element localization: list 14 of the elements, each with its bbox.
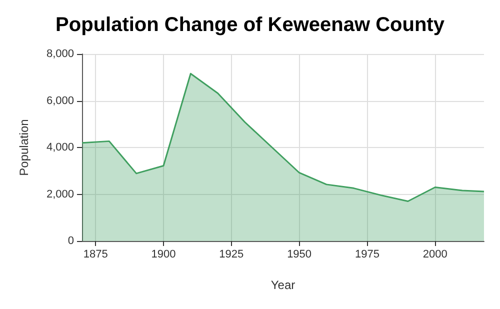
- y-tick-label: 2,000: [46, 188, 74, 200]
- x-tick-label: 1975: [354, 248, 380, 260]
- chart-title: Population Change of Keweenaw County: [56, 14, 446, 36]
- x-tick-label: 2000: [422, 248, 448, 260]
- y-tick-label: 6,000: [46, 94, 74, 107]
- x-tick-label: 1875: [83, 248, 108, 260]
- x-tick-label: 1925: [219, 248, 244, 260]
- x-axis-title: Year: [270, 278, 296, 292]
- y-tick-label: 4,000: [46, 142, 74, 154]
- y-tick-label: 8,000: [46, 48, 74, 60]
- y-axis-title: Population: [17, 119, 31, 176]
- x-tick-label: 1950: [287, 248, 312, 260]
- y-tick-label: 0: [68, 235, 74, 247]
- x-tick-label: 1900: [151, 248, 176, 260]
